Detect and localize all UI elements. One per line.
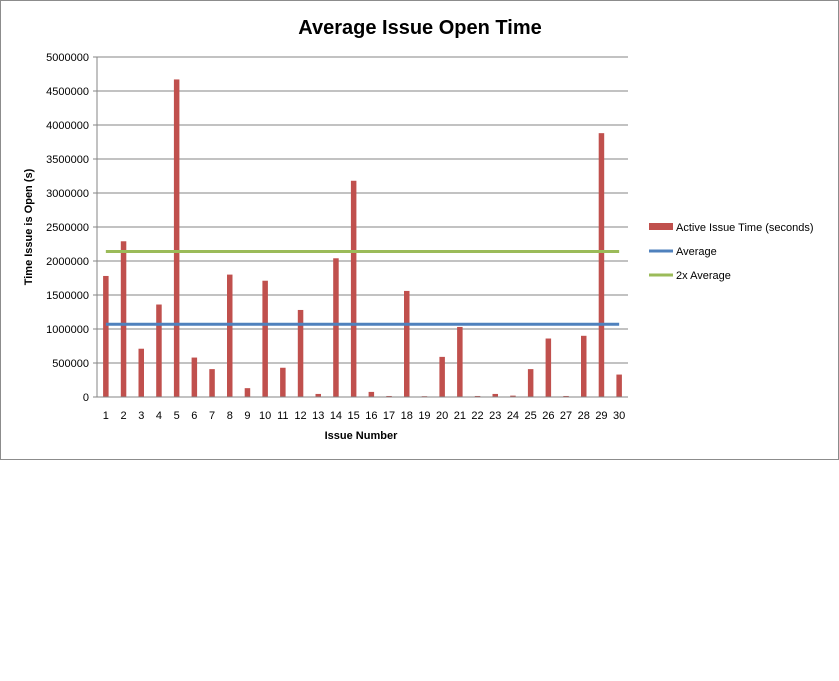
bar [545,338,552,397]
y-axis-title: Time Issue is Open (s) [23,168,35,285]
y-tick-label: 1500000 [46,290,89,302]
x-tick-label: 15 [348,410,360,422]
y-tick-labels: 0 500000 1000000 1500000 2000000 2500000 30000… [46,52,89,404]
x-tick-label: 5 [174,410,180,422]
y-tick-label: 2000000 [46,256,89,268]
x-tick-label: 8 [227,410,233,422]
x-tick-label: 23 [489,410,501,422]
y-tick-label: 2500000 [46,222,89,234]
bar [244,388,251,397]
x-tick-label: 22 [471,410,483,422]
x-tick-label: 26 [542,410,554,422]
x-tick-label: 2 [120,410,126,422]
bar [297,309,304,397]
gridlines [93,56,628,398]
x-tick-label: 25 [525,410,537,422]
x-tick-labels: 1 2 3 4 5 6 7 8 9 10 11 12 13 14 15 16 17 18 19 20 21 22 23 24 2… [103,410,625,422]
bar [120,241,127,397]
y-tick-label: 5000000 [46,52,89,64]
x-tick-label: 27 [560,410,572,422]
y-tick-label: 1000000 [46,324,89,336]
x-tick-label: 11 [277,410,288,422]
chart-title: Average Issue Open Time [298,17,541,39]
bar [581,335,587,397]
x-tick-label: 28 [578,410,590,422]
legend-label: Active Issue Time (seconds) [676,222,814,234]
bar [563,395,569,397]
bar [103,275,109,397]
chart-area: Average Issue Open Time 0 500000 1000000 15… [0,0,839,460]
y-tick-label: 4500000 [46,86,89,98]
bar [173,79,180,397]
bar [598,133,605,397]
legend-swatch [649,223,673,230]
bar [209,369,215,397]
x-tick-label: 4 [156,410,162,422]
x-tick-label: 12 [294,410,306,422]
series-lines [105,249,620,326]
bar [156,304,162,397]
legend-label: Average [676,246,717,258]
x-tick-label: 7 [209,410,215,422]
bar [510,395,516,397]
x-axis-title: Issue Number [325,430,398,442]
bar [350,180,357,397]
chart-svg: Average Issue Open Time 0500000100000015… [23,17,814,442]
bar [474,395,481,397]
bar [368,391,375,397]
x-tick-label: 13 [312,410,324,422]
x-tick-label: 17 [383,410,395,422]
x-tick-label: 29 [595,410,607,422]
bar [492,393,498,397]
bar [527,369,534,397]
bar [386,395,392,397]
y-tick-label: 3000000 [46,188,89,200]
x-tick-label: 18 [401,410,413,422]
x-tick-label: 14 [330,410,342,422]
bar [315,393,321,397]
y-tick-label: 3500000 [46,154,89,166]
x-tick-label: 1 [103,410,109,422]
x-tick-label: 3 [138,410,144,422]
bar [333,258,339,397]
bar [457,326,463,397]
bars [103,79,622,397]
x-tick-label: 6 [191,410,197,422]
x-tick-label: 19 [418,410,430,422]
x-tick-label: 24 [507,410,519,422]
legend-label: 2x Average [676,270,731,282]
bar [262,280,268,397]
bar [616,374,622,397]
x-tick-label: 9 [244,410,250,422]
bar [191,357,198,397]
bar [138,348,144,397]
x-tick-label: 10 [259,410,271,422]
y-tick-label: 500000 [52,358,89,370]
bar [439,356,445,397]
x-tick-label: 20 [436,410,448,422]
y-tick-label: 4000000 [46,120,89,132]
x-tick-label: 30 [613,410,625,422]
legend: Active Issue Time (seconds) Average 2x Ave… [649,222,814,282]
bar [280,367,286,397]
bar [227,274,233,397]
x-tick-label: 16 [365,410,377,422]
y-tick-label: 0 [83,392,89,404]
x-tick-label: 21 [454,410,466,422]
bar [404,290,410,397]
axes [96,57,628,398]
